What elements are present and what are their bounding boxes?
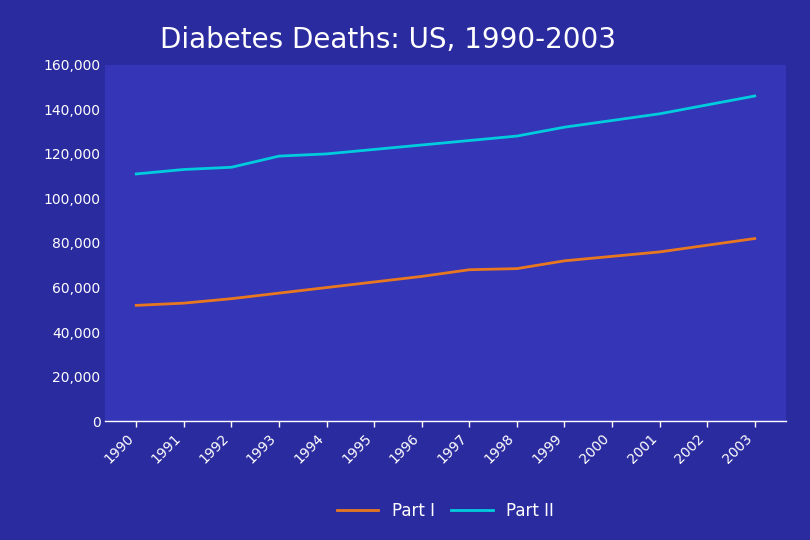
Part I: [702, 242, 712, 248]
Part II: [560, 124, 569, 131]
Part II: [750, 93, 760, 99]
Part II: [512, 133, 522, 139]
Part II: [227, 164, 237, 171]
Part II: [322, 151, 331, 157]
Legend: Part I, Part II: Part I, Part II: [330, 496, 561, 527]
Part I: [512, 265, 522, 272]
Part I: [608, 253, 617, 260]
Part II: [274, 153, 284, 159]
Part I: [654, 248, 664, 255]
Part I: [369, 279, 379, 285]
Part II: [131, 171, 141, 177]
Line: Part I: Part I: [136, 239, 755, 306]
Part II: [608, 117, 617, 124]
Text: Diabetes Deaths: US, 1990-2003: Diabetes Deaths: US, 1990-2003: [160, 26, 616, 54]
Part I: [750, 235, 760, 242]
Part I: [464, 267, 474, 273]
Part II: [464, 137, 474, 144]
Part II: [654, 111, 664, 117]
Part I: [322, 284, 331, 291]
Part II: [369, 146, 379, 153]
Part I: [131, 302, 141, 309]
Part I: [417, 273, 427, 280]
Line: Part II: Part II: [136, 96, 755, 174]
Part I: [274, 290, 284, 296]
Part II: [702, 102, 712, 108]
Part I: [179, 300, 189, 306]
Part II: [417, 141, 427, 148]
Part II: [179, 166, 189, 173]
Part I: [560, 258, 569, 264]
Part I: [227, 295, 237, 302]
